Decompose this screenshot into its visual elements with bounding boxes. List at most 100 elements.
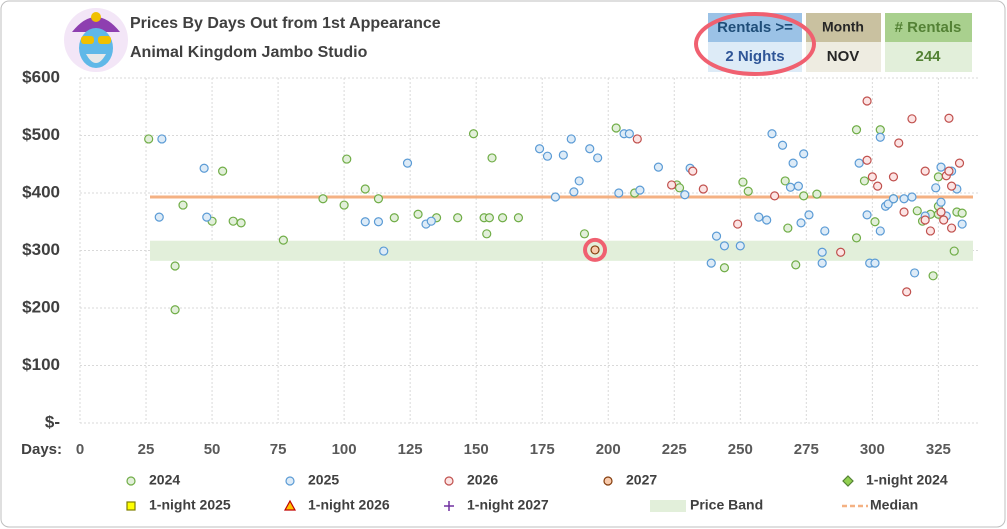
x-tick-label: 250 bbox=[728, 441, 753, 458]
point bbox=[680, 190, 690, 200]
x-tick-label: 225 bbox=[662, 441, 687, 458]
point bbox=[635, 185, 645, 195]
point bbox=[360, 217, 370, 227]
legend-label: 2027 bbox=[626, 472, 657, 488]
point bbox=[579, 229, 590, 239]
point bbox=[534, 144, 545, 154]
point bbox=[373, 194, 384, 204]
point bbox=[910, 268, 920, 278]
point bbox=[836, 247, 846, 257]
point bbox=[144, 134, 154, 144]
x-tick-label: 50 bbox=[204, 441, 221, 458]
filter-label: # Rentals bbox=[895, 19, 962, 36]
x-tick-label: 0 bbox=[76, 441, 84, 458]
point bbox=[318, 194, 328, 204]
point bbox=[754, 212, 764, 222]
point bbox=[170, 261, 180, 271]
point bbox=[674, 183, 685, 193]
point bbox=[928, 271, 938, 281]
point bbox=[688, 166, 698, 176]
point bbox=[862, 96, 872, 106]
point bbox=[912, 206, 922, 216]
point bbox=[154, 212, 164, 222]
point bbox=[542, 151, 553, 161]
point bbox=[862, 210, 872, 220]
y-tick-label: $300 bbox=[22, 240, 60, 259]
point bbox=[574, 176, 584, 186]
point bbox=[733, 219, 743, 229]
subtitle: Animal Kingdom Jambo Studio bbox=[130, 44, 368, 61]
legend-marker bbox=[126, 501, 136, 511]
point bbox=[738, 177, 748, 187]
point bbox=[851, 125, 862, 135]
highlight-ellipse bbox=[694, 12, 816, 76]
point bbox=[799, 191, 809, 201]
y-tick-label: $600 bbox=[22, 67, 60, 86]
point bbox=[373, 217, 384, 227]
point bbox=[902, 287, 912, 297]
point bbox=[870, 258, 880, 268]
y-tick-label: $400 bbox=[22, 182, 60, 201]
point bbox=[558, 150, 568, 160]
point bbox=[899, 207, 909, 217]
point bbox=[228, 216, 238, 226]
point bbox=[936, 162, 946, 172]
point bbox=[946, 181, 957, 191]
point bbox=[875, 226, 885, 236]
point bbox=[611, 123, 621, 133]
point bbox=[859, 176, 870, 186]
point bbox=[867, 172, 877, 182]
x-tick-label: 25 bbox=[138, 441, 155, 458]
point bbox=[342, 154, 352, 164]
point bbox=[711, 231, 722, 241]
point bbox=[793, 181, 804, 191]
point bbox=[762, 215, 772, 225]
point bbox=[804, 210, 814, 220]
x-tick-label: 150 bbox=[464, 441, 489, 458]
legend-label: 2026 bbox=[467, 472, 498, 488]
point bbox=[735, 241, 745, 251]
point bbox=[957, 208, 967, 218]
point bbox=[569, 187, 579, 197]
filter-value: 244 bbox=[915, 48, 941, 65]
point bbox=[667, 180, 677, 190]
point bbox=[785, 182, 796, 192]
legend-label: Price Band bbox=[690, 497, 763, 513]
legend-label: Median bbox=[870, 497, 918, 513]
point bbox=[770, 191, 780, 201]
point bbox=[870, 217, 880, 227]
point bbox=[931, 183, 941, 193]
x-tick-label: 125 bbox=[398, 441, 423, 458]
legend-marker bbox=[444, 501, 454, 511]
point bbox=[780, 176, 790, 186]
point bbox=[949, 246, 959, 256]
point bbox=[920, 215, 930, 225]
point bbox=[767, 129, 777, 139]
x-tick-label: 325 bbox=[926, 441, 951, 458]
filter-value: NOV bbox=[827, 48, 860, 65]
legend-marker bbox=[126, 476, 136, 486]
point bbox=[933, 172, 943, 182]
x-tick-label: 200 bbox=[596, 441, 621, 458]
y-tick-label: $500 bbox=[22, 125, 60, 144]
filter-label: Month bbox=[822, 19, 864, 35]
point bbox=[632, 134, 642, 144]
point bbox=[513, 213, 524, 223]
point bbox=[202, 212, 212, 222]
point bbox=[873, 181, 883, 191]
legend-marker bbox=[285, 476, 295, 486]
logo bbox=[64, 8, 128, 72]
point bbox=[706, 258, 716, 268]
point bbox=[484, 213, 494, 223]
legend-marker bbox=[603, 476, 613, 486]
point bbox=[468, 129, 479, 139]
point bbox=[812, 189, 822, 199]
point bbox=[590, 245, 600, 255]
y-tick-label: $- bbox=[45, 412, 60, 431]
point bbox=[888, 172, 899, 182]
point bbox=[777, 140, 788, 150]
point bbox=[851, 233, 862, 243]
point bbox=[593, 153, 603, 163]
